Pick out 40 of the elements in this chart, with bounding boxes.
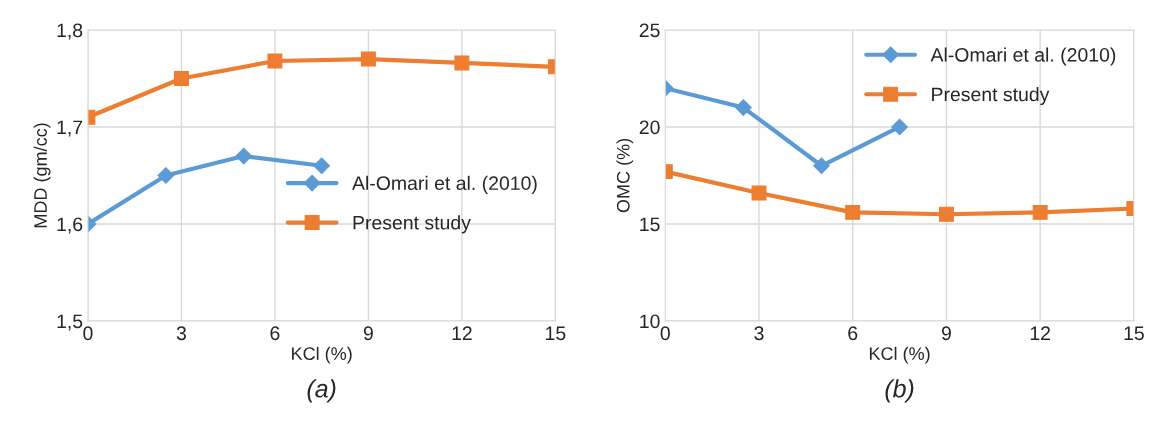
y-axis-title: MDD (gm/cc) xyxy=(33,123,51,228)
x-tick-label: 0 xyxy=(660,326,670,341)
legend-label: Present study xyxy=(932,86,1050,106)
x-tick-label: 0 xyxy=(83,326,93,341)
x-tick-label: 3 xyxy=(176,326,186,341)
point xyxy=(267,53,283,69)
y-axis-title: OMC (%) xyxy=(616,138,634,213)
legend-label: Al-Omari et al. (2010) xyxy=(930,47,1116,66)
point xyxy=(845,204,861,220)
y-tick-label: 1,8 xyxy=(57,23,83,40)
x-tick-label: 6 xyxy=(270,326,280,341)
y-tick-label: 25 xyxy=(639,23,660,38)
y-tick-label: 1,6 xyxy=(57,217,83,234)
y-tick-label: 1,5 xyxy=(57,314,83,331)
x-tick-label: 3 xyxy=(754,326,764,341)
x-tick-label: 9 xyxy=(941,326,951,341)
x-tick-label: 9 xyxy=(363,326,373,341)
x-tick-label: 12 xyxy=(452,326,472,340)
x-axis-title: KCl (%) xyxy=(869,346,930,364)
point xyxy=(938,206,954,222)
point xyxy=(235,147,253,165)
y-tick-label: 1,7 xyxy=(57,120,83,137)
x-tick-label: 15 xyxy=(546,326,566,341)
x-tick-label: 15 xyxy=(1124,326,1144,341)
x-tick-label: 12 xyxy=(1030,326,1050,340)
legend-label: Al-Omari et al. (2010) xyxy=(352,175,537,194)
point xyxy=(751,185,767,201)
y-tick-label: 15 xyxy=(640,217,660,232)
point xyxy=(891,118,908,136)
text: (a) xyxy=(307,379,336,403)
x-axis-title: KCl (%) xyxy=(292,346,352,364)
y-tick-label: 20 xyxy=(639,120,660,135)
point xyxy=(735,99,752,116)
y-tick-label: 10 xyxy=(640,314,660,329)
legend-label: Present study xyxy=(353,215,471,234)
point xyxy=(313,157,331,175)
point xyxy=(360,51,376,67)
point xyxy=(813,157,830,175)
x-tick-label: 6 xyxy=(848,326,858,341)
text: (b) xyxy=(885,379,914,403)
